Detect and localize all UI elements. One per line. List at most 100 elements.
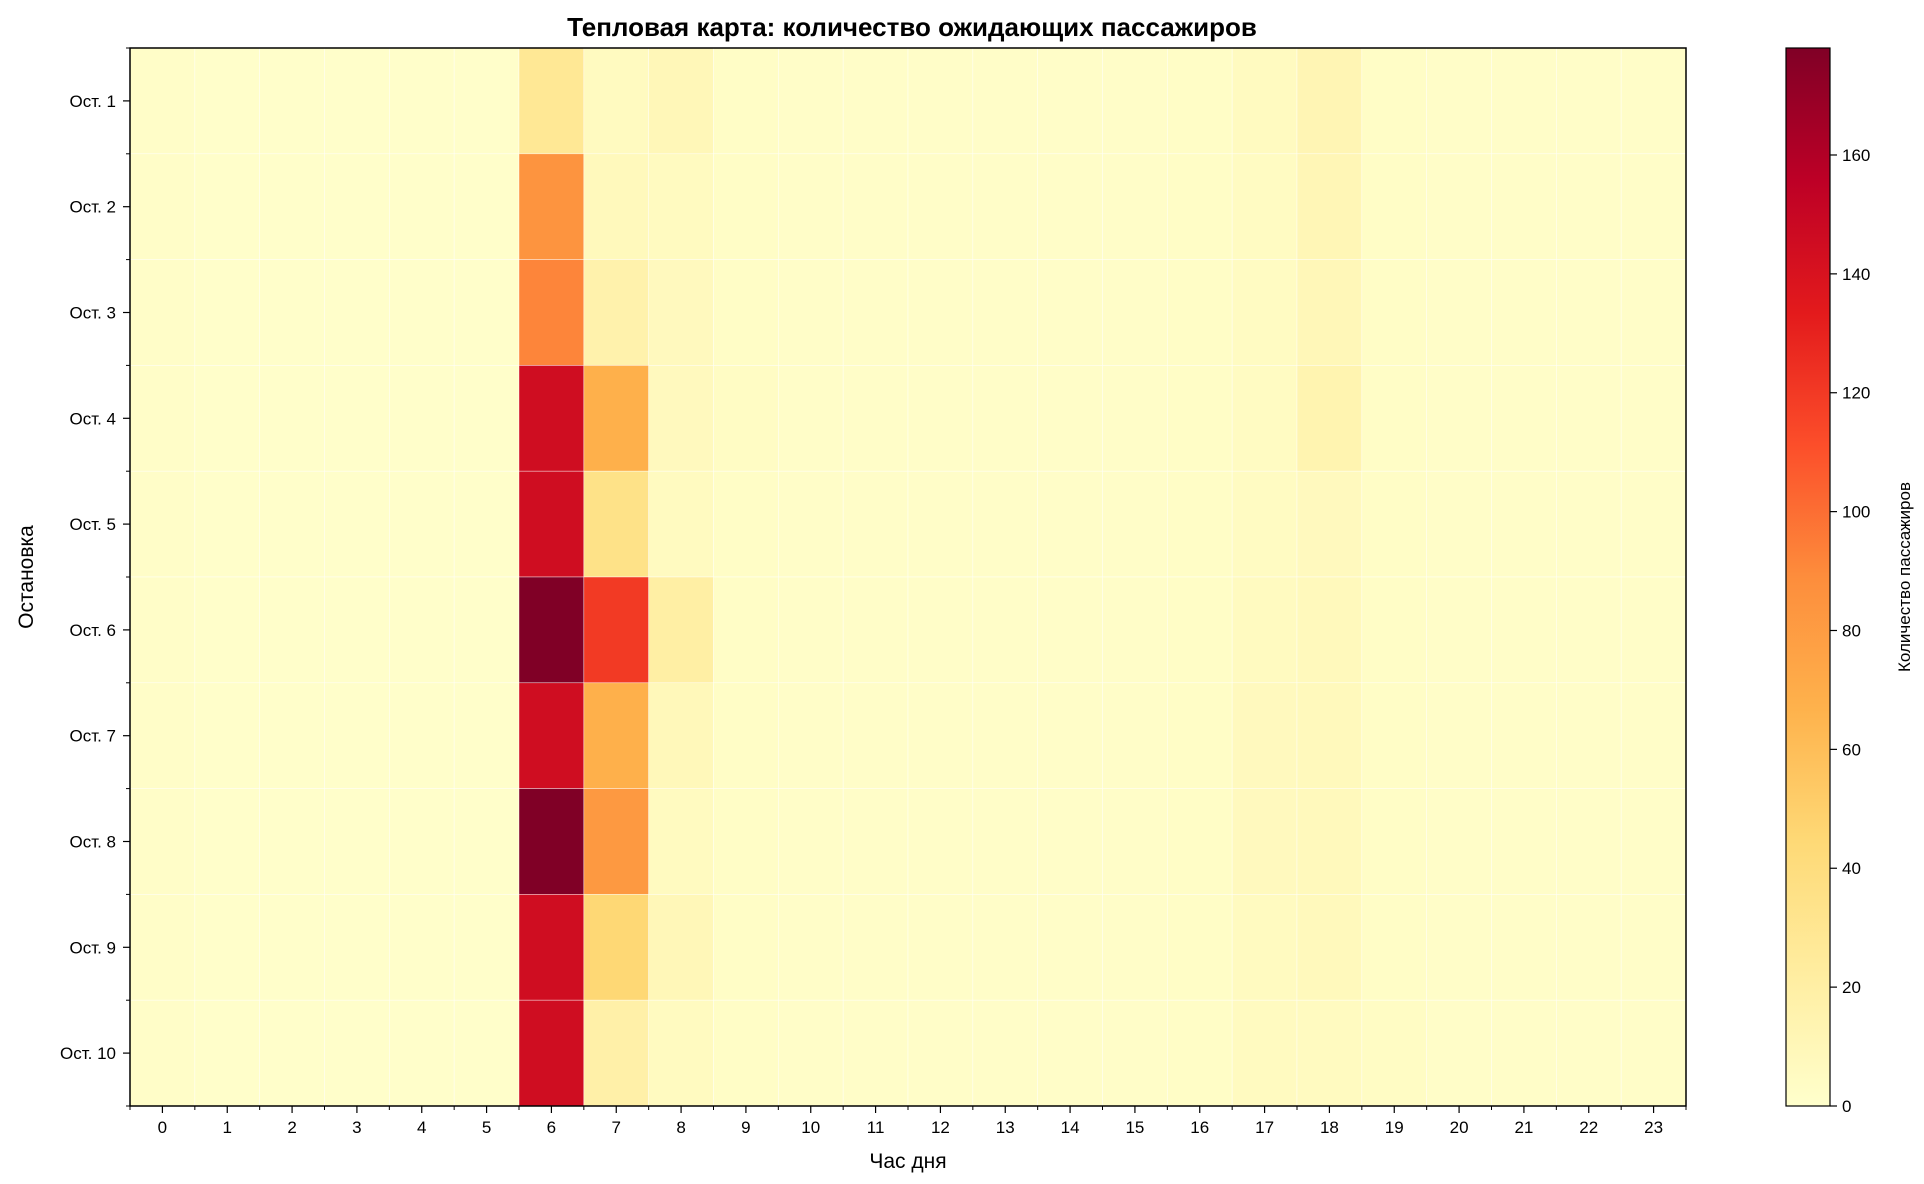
heatmap-cell — [1037, 365, 1103, 472]
y-tick-label: Ост. 5 — [69, 515, 116, 534]
heatmap-cell — [713, 788, 779, 895]
heatmap-cell — [1361, 682, 1427, 789]
heatmap-cell — [972, 365, 1038, 472]
heatmap-cell — [972, 259, 1038, 366]
heatmap-cell — [1620, 470, 1687, 578]
heatmap-cell — [1491, 682, 1557, 789]
heatmap-cell — [842, 682, 909, 789]
heatmap-cell — [1296, 47, 1363, 155]
x-tick-label: 17 — [1255, 1118, 1274, 1137]
heatmap-cell — [1620, 259, 1687, 366]
heatmap-cell — [324, 259, 390, 366]
heatmap-cell — [1556, 682, 1622, 789]
heatmap-cell — [1620, 682, 1687, 789]
heatmap-cell — [194, 365, 260, 472]
heatmap-cell — [972, 153, 1038, 260]
heatmap-cell — [324, 894, 390, 1001]
colorbar-label: Количество пассажиров — [1895, 482, 1914, 672]
heatmap-cell — [1037, 682, 1103, 789]
x-tick-label: 10 — [801, 1118, 820, 1137]
heatmap-cell — [194, 682, 260, 789]
colorbar-tick-label: 160 — [1842, 146, 1870, 165]
heatmap-cell — [972, 576, 1038, 684]
x-tick-label: 16 — [1190, 1118, 1209, 1137]
x-tick-label: 20 — [1450, 1118, 1469, 1137]
heatmap-cell — [1296, 788, 1363, 895]
heatmap-cell — [129, 682, 196, 789]
heatmap-cell — [1167, 576, 1233, 684]
heatmap-cell — [907, 999, 974, 1107]
heatmap-cell — [1102, 153, 1168, 260]
x-tick-label: 15 — [1125, 1118, 1144, 1137]
heatmap-cell — [972, 788, 1038, 895]
heatmap-cell — [842, 47, 909, 155]
heatmap-cell — [648, 576, 714, 684]
y-tick-label: Ост. 4 — [69, 409, 116, 428]
x-tick-label: 5 — [482, 1118, 491, 1137]
heatmap-cell — [1491, 576, 1557, 684]
heatmap-cell — [1491, 365, 1557, 472]
x-tick-label: 22 — [1579, 1118, 1598, 1137]
heatmap-cell — [259, 259, 325, 366]
heatmap-cell — [1361, 894, 1427, 1001]
heatmap-cell — [324, 47, 390, 155]
heatmap-cell — [1556, 365, 1622, 472]
heatmap-cell — [1231, 682, 1298, 789]
heatmap-cell — [1426, 576, 1492, 684]
y-tick-label: Ост. 1 — [69, 92, 116, 111]
heatmap-cell — [1426, 259, 1492, 366]
x-tick-label: 8 — [676, 1118, 685, 1137]
heatmap-cell — [1167, 259, 1233, 366]
heatmap-cell — [583, 259, 649, 366]
heatmap-cell — [1102, 47, 1168, 155]
heatmap-cell — [1167, 894, 1233, 1001]
heatmap-cell — [842, 470, 909, 578]
heatmap-cell — [907, 47, 974, 155]
colorbar — [1785, 47, 1831, 1107]
heatmap-cell — [648, 470, 714, 578]
heatmap-cell — [194, 999, 260, 1107]
heatmap-cells — [129, 47, 1687, 1107]
heatmap-cell — [1620, 365, 1687, 472]
heatmap-cell — [259, 576, 325, 684]
heatmap-cell — [1556, 999, 1622, 1107]
heatmap-cell — [453, 788, 520, 895]
heatmap-cell — [324, 365, 390, 472]
heatmap-cell — [778, 153, 844, 260]
heatmap-cell — [713, 470, 779, 578]
heatmap-cell — [324, 682, 390, 789]
heatmap-cell — [778, 894, 844, 1001]
x-tick-label: 19 — [1385, 1118, 1404, 1137]
heatmap-cell — [194, 153, 260, 260]
y-tick-label: Ост. 9 — [69, 938, 116, 957]
y-axis-label: Остановка — [15, 525, 38, 629]
heatmap-cell — [259, 365, 325, 472]
heatmap-cell — [1037, 999, 1103, 1107]
heatmap-cell — [194, 259, 260, 366]
heatmap-cell — [907, 894, 974, 1001]
heatmap-cell — [778, 47, 844, 155]
heatmap-cell — [907, 259, 974, 366]
heatmap-cell — [1556, 470, 1622, 578]
heatmap-cell — [389, 259, 455, 366]
heatmap-cell — [1296, 999, 1363, 1107]
x-tick-label: 7 — [612, 1118, 621, 1137]
heatmap-cell — [713, 894, 779, 1001]
heatmap-cell — [1296, 894, 1363, 1001]
x-tick-label: 23 — [1644, 1118, 1663, 1137]
heatmap-cell — [1167, 47, 1233, 155]
x-tick-label: 0 — [158, 1118, 167, 1137]
heatmap-cell — [648, 788, 714, 895]
heatmap-cell — [1102, 365, 1168, 472]
heatmap-cell — [1102, 788, 1168, 895]
heatmap-cell — [972, 682, 1038, 789]
heatmap-cell — [778, 999, 844, 1107]
heatmap-cell — [1556, 894, 1622, 1001]
heatmap-cell — [129, 153, 196, 260]
heatmap-cell — [1556, 259, 1622, 366]
colorbar-tick-label: 120 — [1842, 384, 1870, 403]
heatmap-cell — [1102, 682, 1168, 789]
y-tick-label: Ост. 6 — [69, 621, 116, 640]
heatmap-cell — [972, 894, 1038, 1001]
x-tick-label: 4 — [417, 1118, 426, 1137]
